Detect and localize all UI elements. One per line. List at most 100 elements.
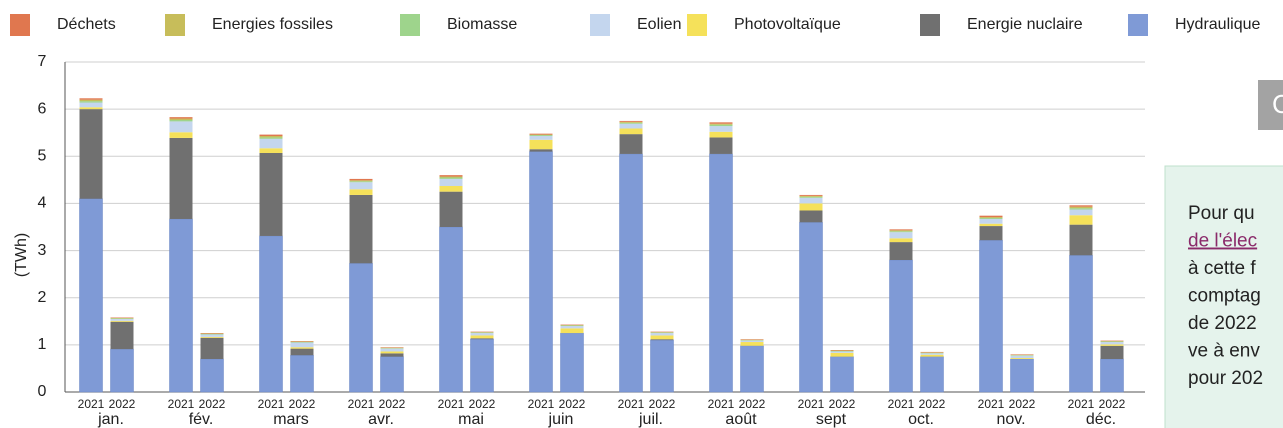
x-group-label: nov. xyxy=(996,411,1025,428)
bar-segment xyxy=(1069,215,1093,225)
x-group-label: mars xyxy=(273,411,309,428)
legend-swatch xyxy=(590,14,610,36)
bar-segment xyxy=(920,356,944,393)
bar-segment xyxy=(169,119,193,122)
bar-segment xyxy=(110,320,134,322)
bar-segment xyxy=(979,215,1003,218)
legend-label: Biomasse xyxy=(447,16,517,33)
bar-segment xyxy=(560,328,584,334)
bar-segment xyxy=(619,123,643,129)
bar-segment xyxy=(709,126,733,132)
bar-segment xyxy=(169,117,193,119)
x-tick-label small: 2021 xyxy=(258,397,285,411)
x-group-label: jan. xyxy=(97,411,124,428)
bar-segment xyxy=(200,358,224,393)
bar-segment xyxy=(259,138,283,149)
legend-label: Hydraulique xyxy=(1175,16,1260,33)
bar-segment xyxy=(259,136,283,138)
bar-segment xyxy=(889,229,913,231)
bar-segment xyxy=(259,235,283,393)
bar-segment xyxy=(799,195,823,197)
button-label[interactable]: C xyxy=(1272,89,1283,119)
bar-segment xyxy=(709,131,733,138)
bar-segment xyxy=(979,218,1003,219)
x-tick-label small: 2021 xyxy=(618,397,645,411)
x-tick-label small: 2021 xyxy=(78,397,105,411)
bar-segment xyxy=(560,332,584,393)
legend-swatch xyxy=(1128,14,1148,36)
x-tick-label small: 2021 xyxy=(798,397,825,411)
bar-segment xyxy=(740,345,764,393)
panel-text: ve à env xyxy=(1188,341,1260,362)
bar-segment xyxy=(470,338,494,393)
bar-segment xyxy=(529,133,553,135)
bar-segment xyxy=(470,333,494,336)
panel-text: Pour qu xyxy=(1188,203,1255,224)
x-group-label: sept xyxy=(816,411,847,428)
y-tick-label: 7 xyxy=(38,53,47,70)
x-tick-label small: 2022 xyxy=(1099,397,1126,411)
bar-segment xyxy=(200,336,224,338)
bar-segment xyxy=(380,351,404,354)
bar-segment xyxy=(979,218,1003,224)
bar-segment xyxy=(1069,209,1093,216)
bar-segment xyxy=(349,182,373,190)
x-tick-label small: 2022 xyxy=(559,397,586,411)
y-tick-label: 6 xyxy=(38,100,47,117)
x-group-label: juin xyxy=(548,411,574,428)
bar-segment xyxy=(1069,206,1093,209)
y-tick-label: 4 xyxy=(38,195,47,212)
x-tick-label small: 2022 xyxy=(739,397,766,411)
bar-segment xyxy=(709,122,733,124)
legend-label: Energies fossiles xyxy=(212,16,333,33)
bar-segment xyxy=(349,263,373,393)
bar-segment xyxy=(1010,358,1034,359)
bar-segment xyxy=(470,338,494,340)
panel-text: à cette f xyxy=(1188,258,1256,279)
bar-segment xyxy=(889,232,913,239)
bar-segment xyxy=(529,139,553,150)
bar-segment xyxy=(1100,358,1124,393)
bar-segment xyxy=(439,175,463,177)
x-tick-label small: 2022 xyxy=(289,397,316,411)
bar-segment xyxy=(439,176,463,178)
bar-segment xyxy=(349,194,373,264)
bar-segment xyxy=(799,210,823,223)
bar-segment xyxy=(349,178,373,181)
bar-segment xyxy=(1069,255,1093,393)
bar-segment xyxy=(799,194,823,196)
x-tick-label small: 2022 xyxy=(1009,397,1036,411)
bar-segment xyxy=(79,99,103,102)
bar-segment xyxy=(439,226,463,393)
legend-swatch xyxy=(10,14,30,36)
bar-segment xyxy=(290,354,314,393)
bar-segment xyxy=(799,203,823,211)
x-tick-label small: 2021 xyxy=(528,397,555,411)
x-group-label: juil. xyxy=(638,411,663,428)
panel-text: pour 202 xyxy=(1188,368,1263,389)
bar-segment xyxy=(920,354,944,357)
bar-segment xyxy=(349,181,373,183)
bar-segment xyxy=(619,153,643,393)
x-tick-label small: 2022 xyxy=(199,397,226,411)
button[interactable] xyxy=(1258,80,1283,130)
bar-segment xyxy=(889,242,913,260)
bar-segment xyxy=(349,189,373,195)
bar-segment xyxy=(259,137,283,139)
bar-segment xyxy=(200,334,224,337)
x-tick-label small: 2021 xyxy=(1068,397,1095,411)
y-tick-label: 1 xyxy=(38,336,47,353)
bar-segment xyxy=(79,198,103,393)
legend-label: Eolien xyxy=(637,16,681,33)
bar-segment xyxy=(439,177,463,179)
legend-swatch xyxy=(687,14,707,36)
bar-segment xyxy=(709,124,733,127)
bar-segment xyxy=(830,356,854,393)
panel-text: de 2022 xyxy=(1188,313,1257,334)
panel-link[interactable]: de l'élec xyxy=(1188,231,1257,252)
bar-segment xyxy=(560,326,584,329)
bar-segment xyxy=(1100,344,1124,346)
bar-segment xyxy=(1069,208,1093,210)
bar-segment xyxy=(529,135,553,137)
